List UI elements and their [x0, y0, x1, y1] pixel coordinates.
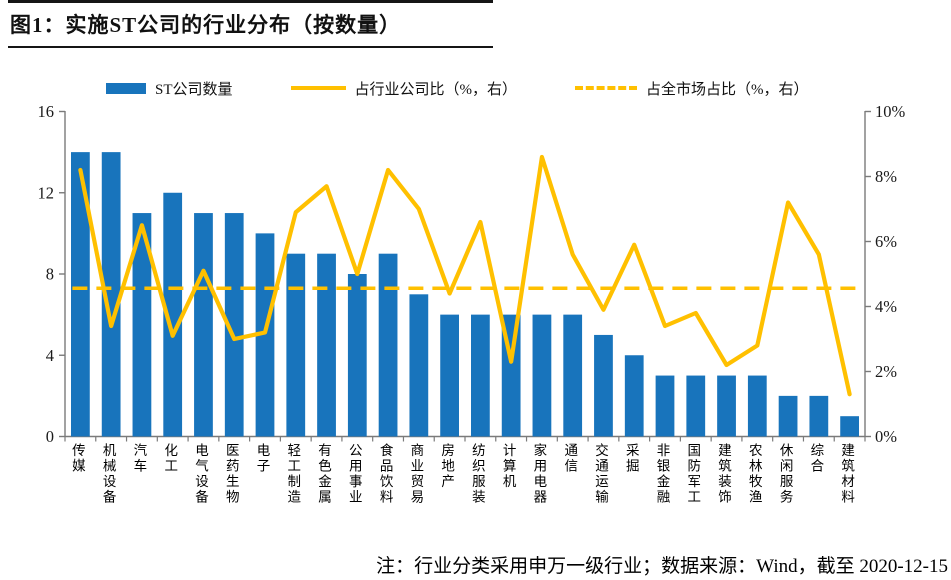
bar: [378, 253, 398, 437]
figure-title-block: 图1：实施ST公司的行业分布（按数量）: [8, 0, 493, 48]
legend-label-industry-ratio: 占行业公司比（%，右）: [354, 81, 518, 98]
right-axis-tick-label: 8%: [875, 167, 897, 186]
chart-canvas: 0 4 8 12 16 0% 2% 4% 6% 8% 10%: [38, 102, 906, 446]
bar: [255, 233, 275, 437]
legend: ST公司数量 占行业公司比（%，右） 占全市场占比（%，右）: [106, 74, 809, 102]
bar: [409, 294, 429, 437]
legend-item-market-ratio: 占全市场占比（%，右）: [575, 78, 809, 99]
bar: [194, 213, 213, 437]
bar: [686, 375, 706, 437]
left-axis-tick-label: 8: [46, 265, 54, 284]
legend-item-st-count: ST公司数量: [106, 78, 233, 99]
bar: [840, 416, 859, 437]
left-axis-tick-label: 12: [38, 183, 55, 202]
legend-label-market-ratio: 占全市场占比（%，右）: [646, 81, 809, 98]
bar: [347, 274, 367, 437]
bar: [440, 314, 459, 437]
bar: [317, 253, 336, 437]
bar-swatch-icon: [106, 82, 146, 94]
bar: [809, 395, 829, 437]
bar: [563, 314, 583, 437]
right-axis-tick-label: 0%: [875, 427, 897, 446]
bar: [224, 213, 244, 437]
right-axis-tick-label: 4%: [875, 297, 897, 316]
bar: [286, 253, 306, 437]
source-note: 注：行业分类采用申万一级行业；数据来源：Wind，截至 2020-12-15: [376, 556, 948, 577]
industry-ratio-line: [78, 154, 852, 397]
bar: [132, 213, 152, 437]
right-axis-tick-label: 10%: [875, 102, 906, 121]
left-axis-tick-label: 4: [46, 346, 54, 365]
bar: [717, 375, 736, 437]
legend-item-industry-ratio: 占行业公司比（%，右）: [290, 78, 518, 99]
left-axis-tick-label: 0: [46, 427, 54, 446]
bar: [101, 152, 121, 437]
bar: [163, 192, 183, 437]
solid-line-swatch-icon: [290, 86, 346, 90]
legend-label-st-count: ST公司数量: [155, 81, 233, 98]
right-axis-tick-label: 2%: [875, 362, 897, 381]
dashed-line-swatch-icon: [575, 86, 638, 90]
bar: [594, 334, 613, 437]
bar: [778, 395, 798, 437]
bar: [471, 314, 490, 437]
bar: [655, 375, 675, 437]
figure-title: 图1：实施ST公司的行业分布（按数量）: [10, 13, 402, 37]
bar: [624, 355, 644, 437]
right-axis-tick-label: 6%: [875, 232, 897, 251]
left-axis-tick-label: 16: [38, 102, 55, 121]
bar: [532, 314, 552, 437]
bar: [71, 152, 90, 437]
bar: [747, 375, 767, 437]
